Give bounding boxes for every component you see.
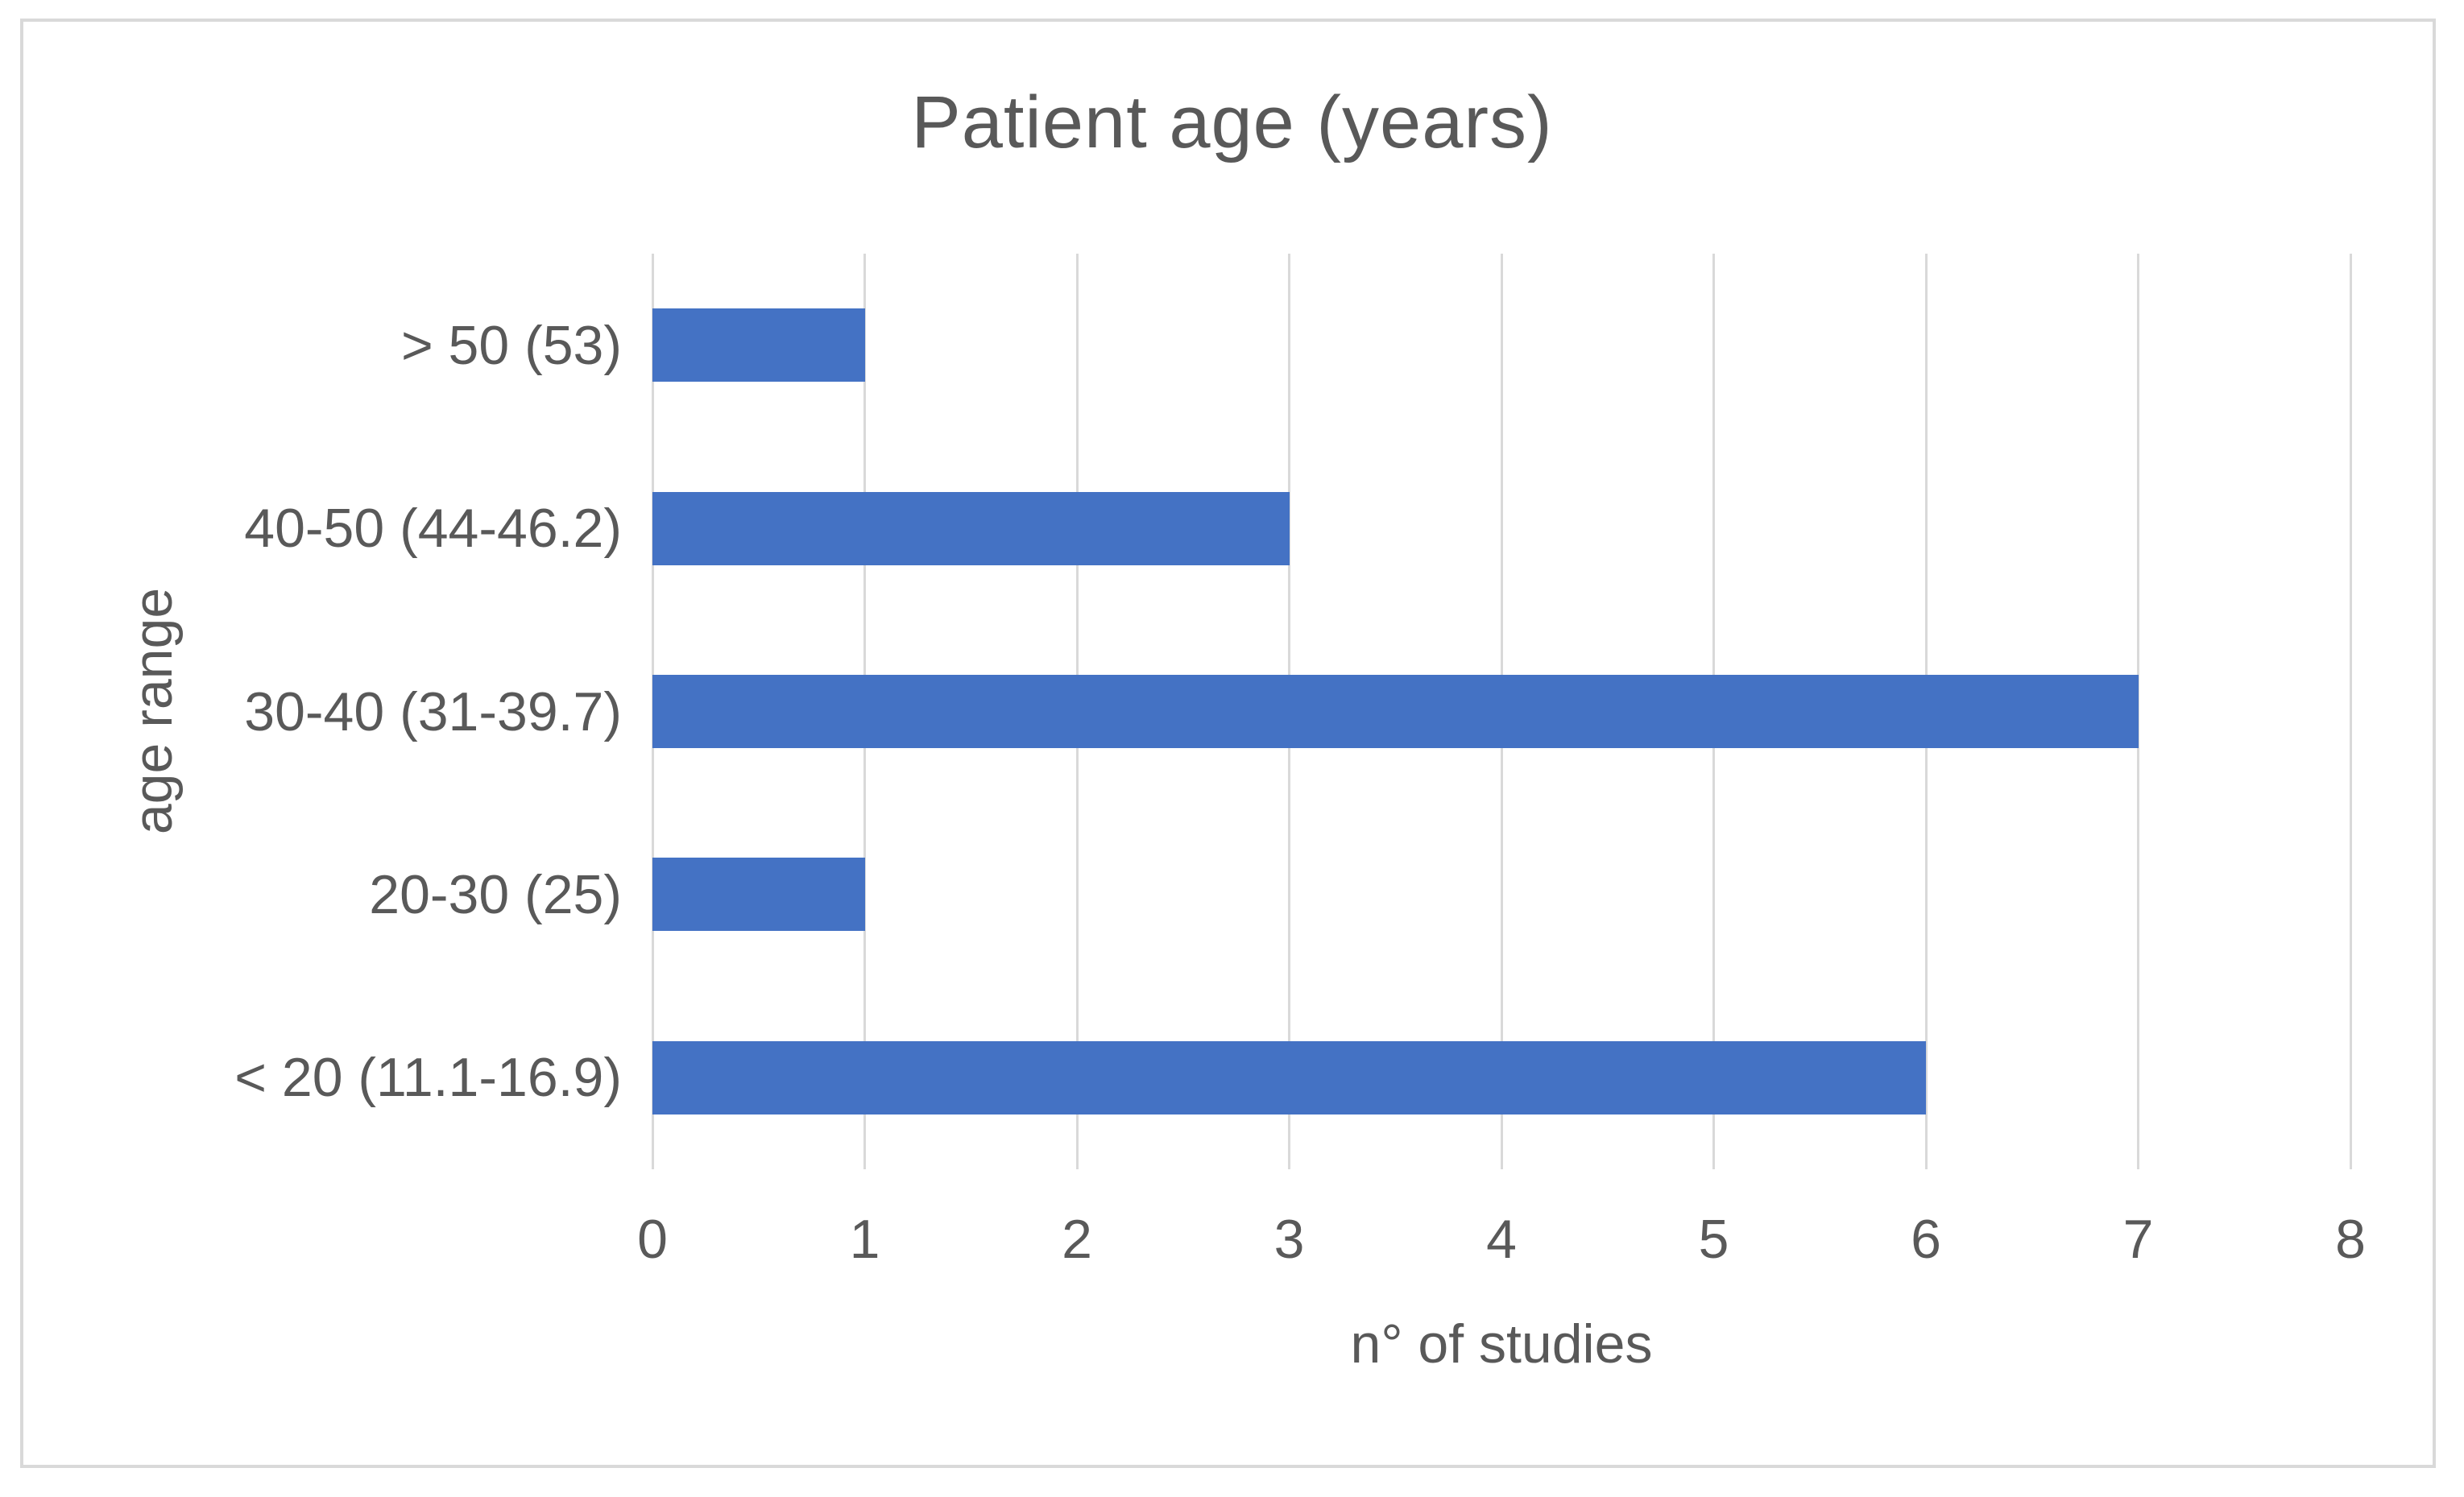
plot-area [651, 254, 2352, 1169]
x-axis-title: n° of studies [1350, 1313, 1653, 1375]
x-tick-label-7: 7 [2122, 1209, 2154, 1270]
gridline-x-8 [2349, 254, 2352, 1169]
x-tick-label-4: 4 [1486, 1209, 1517, 1270]
gridline-x-7 [2137, 254, 2139, 1169]
chart-title: Patient age (years) [911, 81, 1553, 163]
category-axis-labels: > 50 (53) 40-50 (44-46.2) 30-40 (31-39.7) 2… [0, 254, 622, 1169]
x-tick-label-0: 0 [637, 1209, 668, 1270]
category-label-2: 30-40 (31-39.7) [244, 680, 622, 742]
x-tick-label-3: 3 [1273, 1209, 1305, 1270]
x-axis-tick-labels: 0 1 2 3 4 5 6 7 8 [637, 1208, 2366, 1280]
x-tick-label-1: 1 [849, 1209, 880, 1270]
bar-0 [652, 308, 865, 383]
bar-3 [652, 858, 865, 932]
x-tick-label-8: 8 [2335, 1209, 2366, 1270]
bar-4 [652, 1040, 1926, 1114]
x-tick-label-6: 6 [1911, 1209, 1941, 1270]
category-label-3: 20-30 (25) [369, 863, 622, 925]
x-tick-label-5: 5 [1698, 1209, 1729, 1270]
bar-2 [652, 675, 2139, 748]
x-tick-label-2: 2 [1062, 1209, 1092, 1270]
bar-1 [652, 491, 1290, 565]
chart-border [20, 19, 2436, 1468]
category-label-0: > 50 (53) [400, 314, 622, 376]
category-label-4: < 20 (11.1-16.9) [234, 1047, 622, 1109]
category-label-1: 40-50 (44-46.2) [244, 498, 622, 560]
